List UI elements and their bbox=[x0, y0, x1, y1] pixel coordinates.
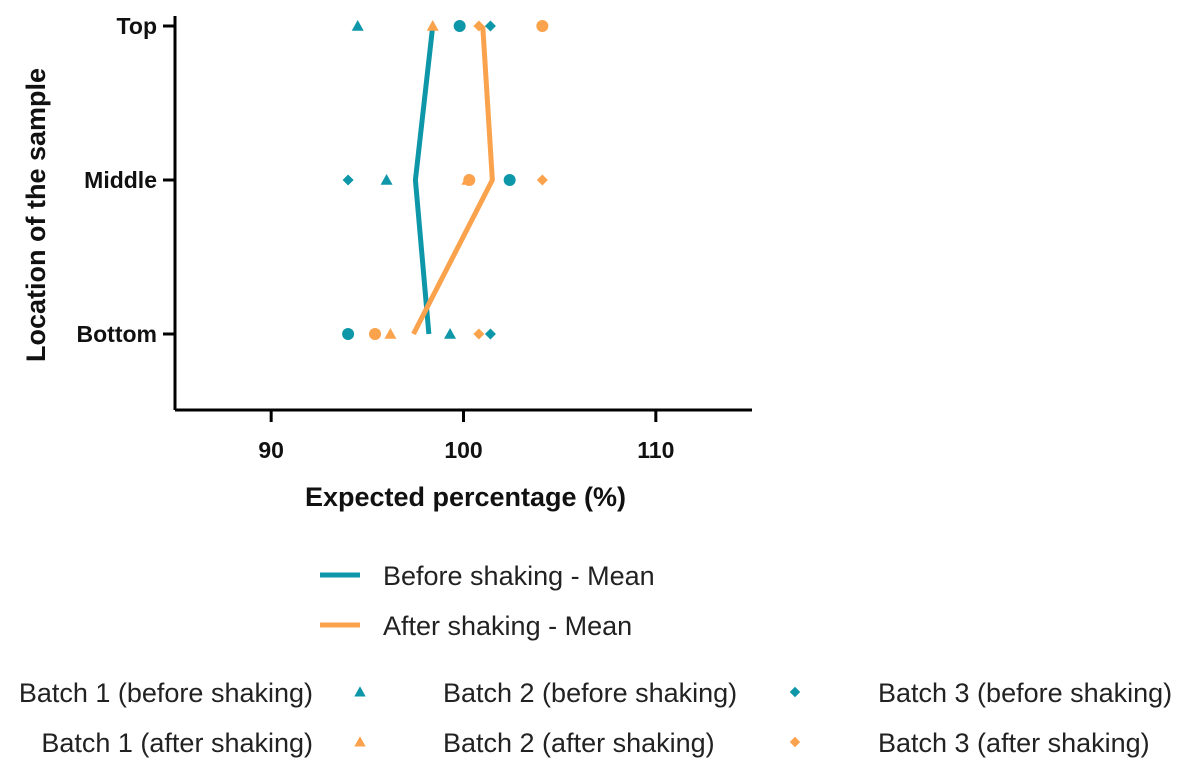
point-batch-2-after-shaking-bottom bbox=[384, 328, 397, 339]
legend-label-after-shaking-mean: After shaking - Mean bbox=[383, 611, 632, 641]
legend-label-batch-2-after-shaking: Batch 2 (after shaking) bbox=[443, 728, 715, 758]
mean-line-before-shaking-mean bbox=[412, 25, 436, 335]
point-batch-2-before-shaking-top bbox=[351, 20, 364, 31]
point-batch-1-after-shaking-bottom bbox=[369, 328, 382, 340]
point-batch-2-after-shaking-top bbox=[426, 20, 439, 31]
point-batch-3-after-shaking-bottom bbox=[473, 328, 485, 340]
x-tick-label-90: 90 bbox=[258, 437, 284, 463]
point-batch-2-before-shaking-bottom bbox=[444, 328, 457, 339]
legend-label-batch-3-before-shaking: Batch 3 (before shaking) bbox=[878, 678, 1172, 708]
x-axis-title: Expected percentage (%) bbox=[305, 482, 626, 512]
legend-label-batch-1-after-shaking: Batch 1 (after shaking) bbox=[41, 728, 313, 758]
point-batch-1-before-shaking-bottom bbox=[342, 328, 355, 340]
legend-label-batch-2-before-shaking: Batch 2 (before shaking) bbox=[443, 678, 737, 708]
legend-marker-batch-3-after-shaking bbox=[789, 736, 801, 748]
legend: Before shaking - Mean After shaking - Mea… bbox=[19, 561, 1172, 758]
x-tick-label-100: 100 bbox=[444, 437, 482, 463]
legend-label-batch-1-before-shaking: Batch 1 (before shaking) bbox=[19, 678, 313, 708]
y-axis-title: Location of the sample bbox=[21, 68, 51, 362]
legend-marker-batch-2-after-shaking bbox=[354, 736, 366, 747]
y-tick-label-bottom: Bottom bbox=[77, 321, 157, 347]
mean-line-after-shaking-mean bbox=[411, 25, 495, 336]
point-batch-1-after-shaking-top bbox=[536, 20, 549, 32]
plot-area: Top Middle Bottom 90 100 110 Expected percenta… bbox=[21, 13, 752, 512]
point-batch-3-after-shaking-top bbox=[473, 20, 485, 32]
point-batch-3-before-shaking-middle bbox=[342, 174, 354, 186]
point-batch-3-before-shaking-bottom bbox=[484, 328, 496, 340]
legend-label-batch-3-after-shaking: Batch 3 (after shaking) bbox=[878, 728, 1150, 758]
point-batch-2-before-shaking-middle bbox=[380, 174, 393, 185]
point-batch-3-before-shaking-top bbox=[484, 20, 496, 32]
point-batch-1-before-shaking-top bbox=[453, 20, 466, 32]
point-batch-1-before-shaking-middle bbox=[503, 174, 516, 186]
y-tick-label-middle: Middle bbox=[84, 167, 157, 193]
legend-marker-batch-2-before-shaking bbox=[354, 686, 366, 697]
y-tick-label-top: Top bbox=[117, 13, 157, 39]
x-tick-label-110: 110 bbox=[637, 437, 674, 463]
legend-label-before-shaking-mean: Before shaking - Mean bbox=[383, 561, 655, 591]
point-batch-2-after-shaking-middle bbox=[461, 174, 474, 185]
point-batch-3-after-shaking-middle bbox=[536, 174, 548, 186]
legend-marker-batch-3-before-shaking bbox=[789, 686, 801, 698]
